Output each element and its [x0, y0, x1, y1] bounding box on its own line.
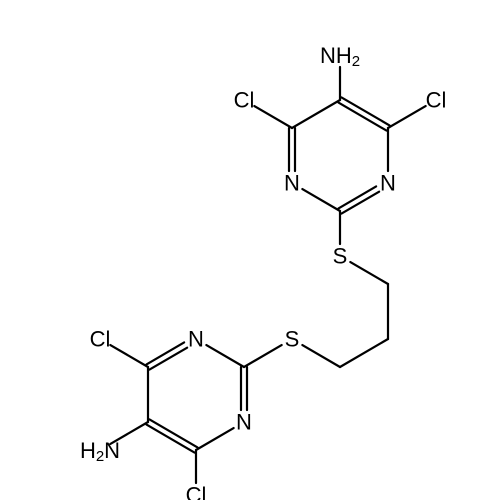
atom-r2_cl_b: Cl: [186, 483, 207, 500]
atom-r2_nh2: H2N: [80, 438, 120, 465]
atom-r1_s: S: [333, 244, 348, 269]
atom-r2_ul: N: [188, 327, 204, 352]
atom-r1_cl_r: Cl: [426, 88, 447, 113]
chemical-structure-diagram: N N NH2 Cl Cl S S N N Cl Cl H2N: [0, 0, 500, 500]
atom-r1_nh2: NH2: [320, 43, 360, 70]
atom-r1_lr: N: [380, 171, 396, 196]
atom-r2_ur: N: [236, 410, 252, 435]
atom-r2_cl_t: Cl: [90, 327, 111, 352]
atom-r2_s: S: [285, 327, 300, 352]
atom-r1_cl_l: Cl: [234, 88, 255, 113]
atom-r1_ll: N: [284, 171, 300, 196]
